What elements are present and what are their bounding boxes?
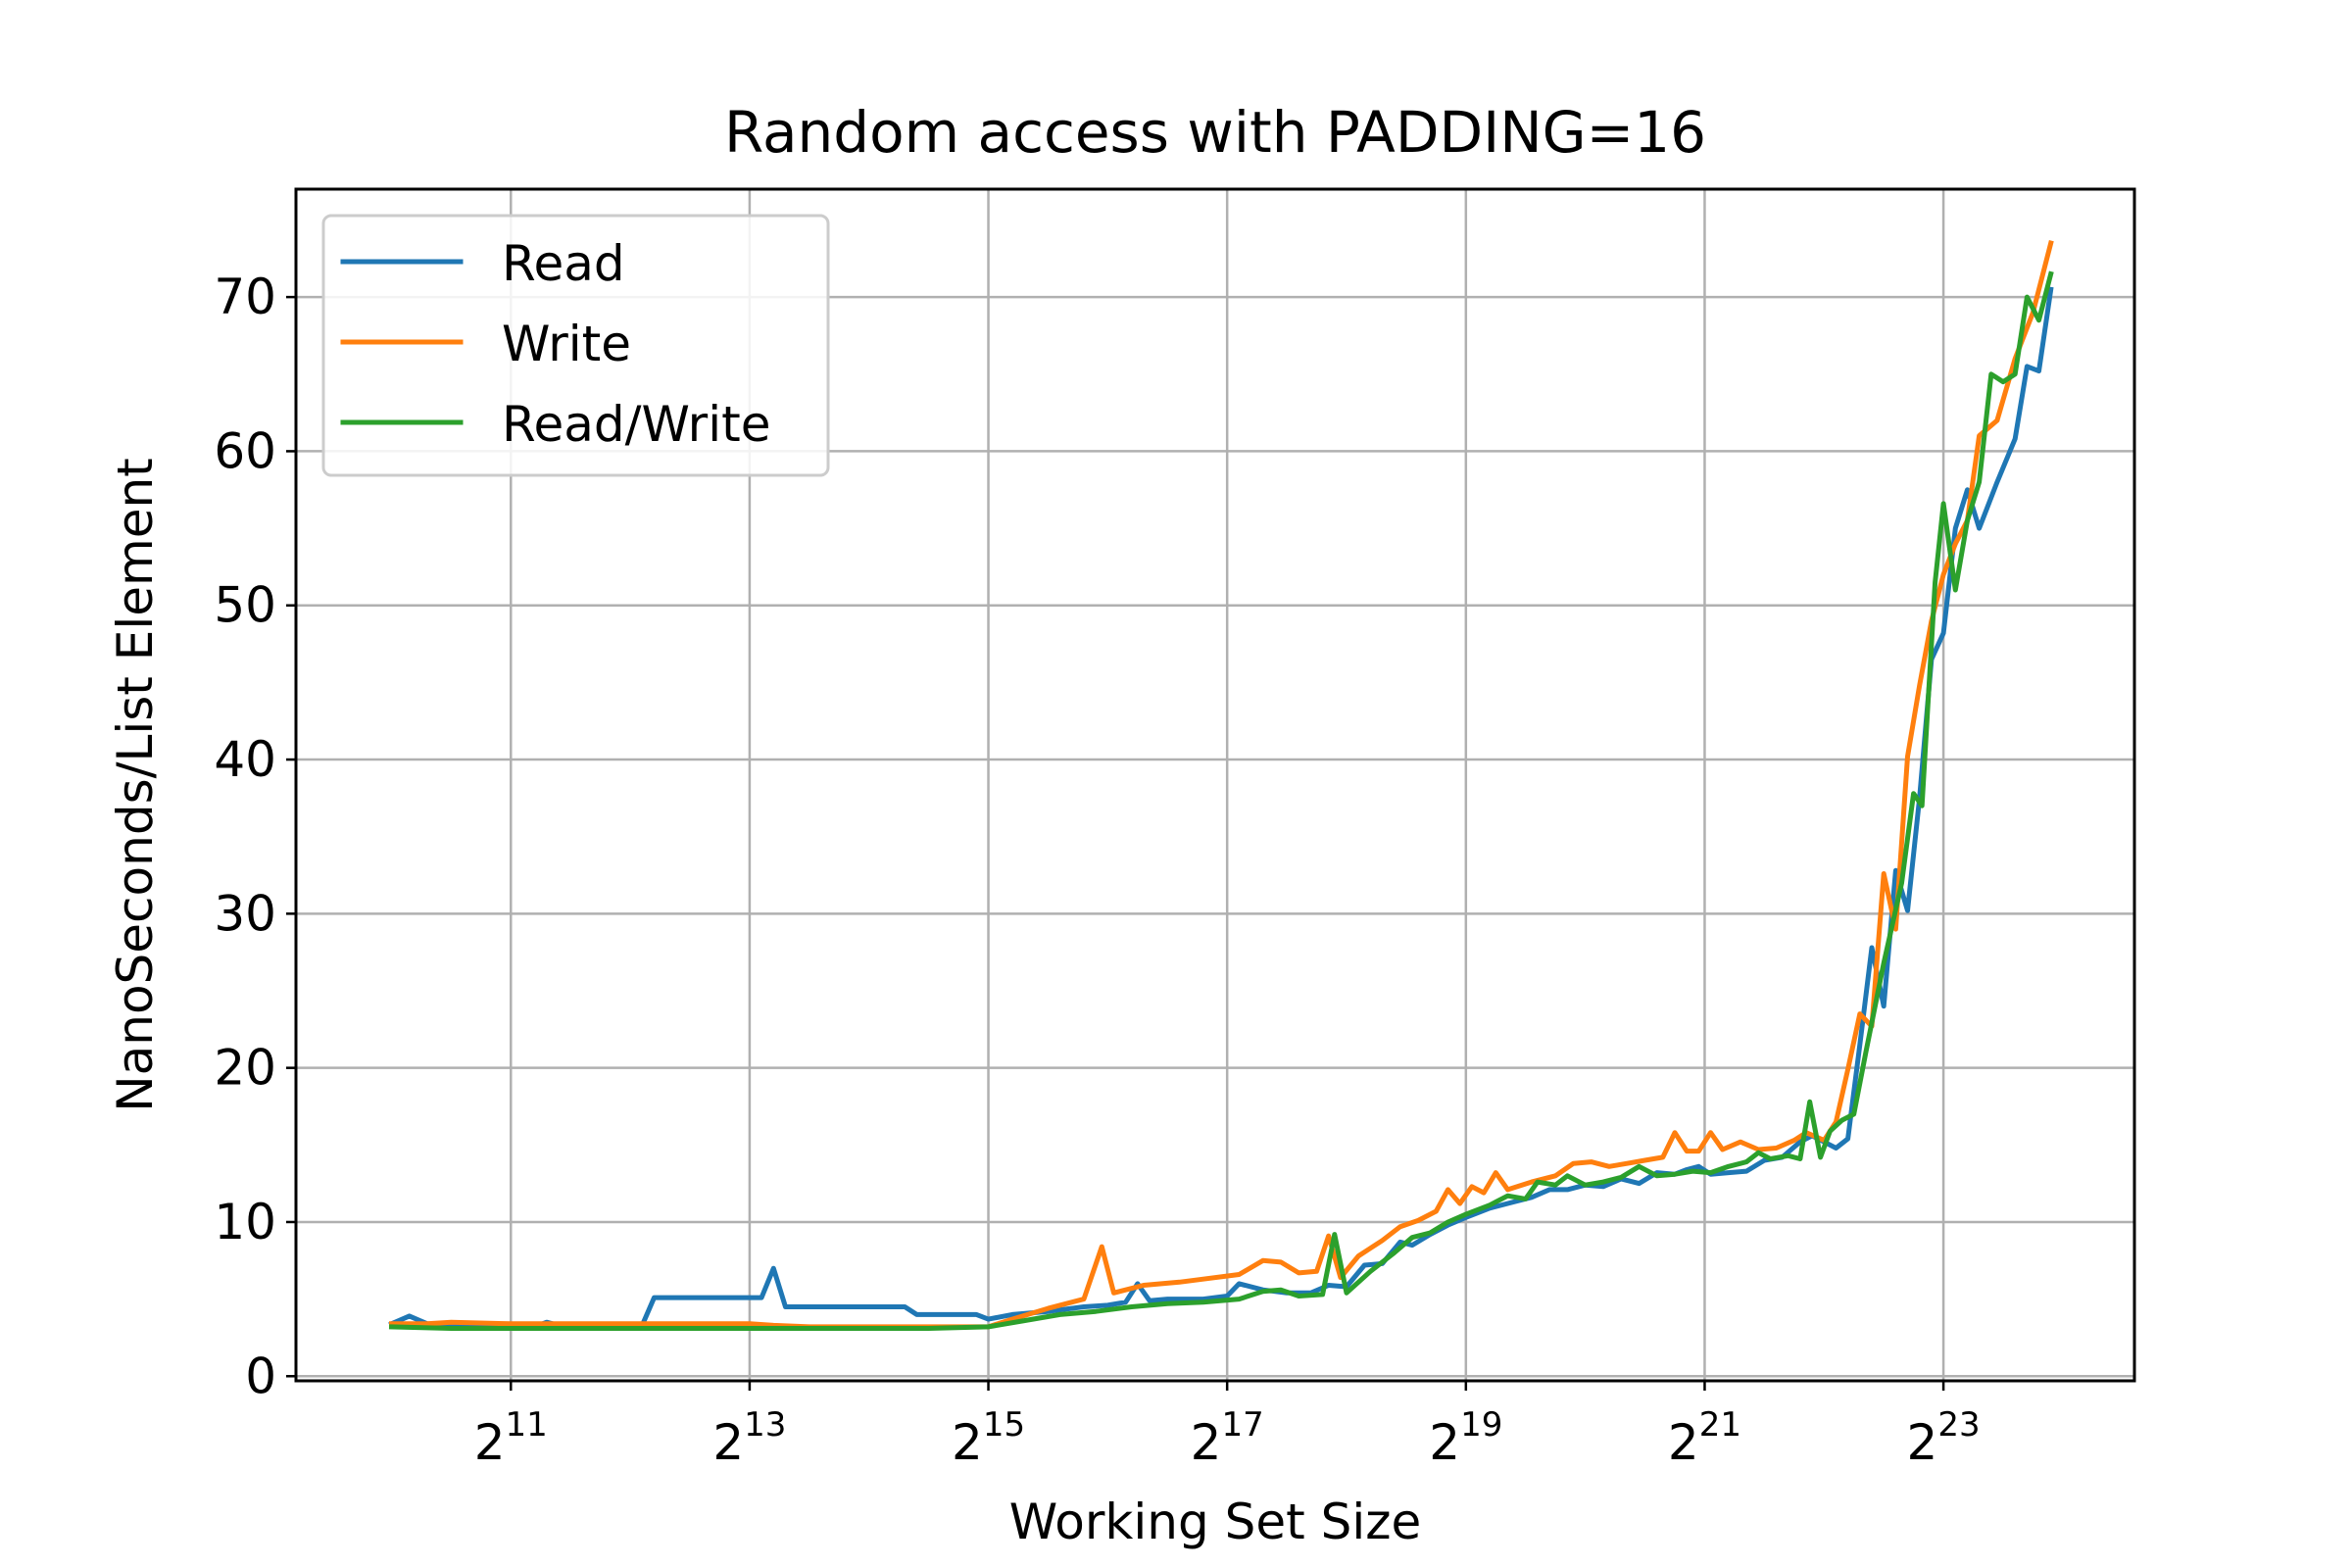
legend-label-read-write: Read/Write — [502, 396, 771, 453]
y-tick-label: 30 — [214, 885, 276, 942]
x-tick-label: 215 — [952, 1405, 1025, 1471]
y-tick-label: 20 — [214, 1040, 276, 1097]
y-tick-label: 50 — [214, 577, 276, 634]
y-tick-label: 60 — [214, 422, 276, 479]
y-axis-label: NanoSeconds/List Element — [107, 458, 164, 1112]
x-tick-label: 223 — [1907, 1405, 1981, 1471]
x-tick-label: 213 — [712, 1405, 786, 1471]
y-tick-label: 40 — [214, 731, 276, 788]
y-tick-label: 10 — [214, 1194, 276, 1250]
grid — [296, 189, 2134, 1381]
legend-box — [321, 214, 830, 477]
series-line-read-write — [388, 270, 2054, 1331]
legend-label-read: Read — [502, 235, 625, 292]
x-tick-label: 211 — [474, 1405, 548, 1471]
x-axis-label: Working Set Size — [1009, 1494, 1421, 1550]
x-tick-label: 221 — [1668, 1405, 1741, 1471]
chart-title: Random access with PADDING=16 — [724, 99, 1706, 166]
x-tick-label: 219 — [1429, 1405, 1502, 1471]
y-tick-label: 70 — [214, 269, 276, 325]
series-layer — [388, 240, 2054, 1331]
legend: Read Write Read/Write — [321, 214, 830, 477]
x-tick-label: 217 — [1191, 1405, 1264, 1471]
y-tick-label: 0 — [245, 1348, 276, 1404]
plot-frame — [294, 187, 2136, 1383]
ticks: 211 213 215 217 219 221 223 0 10 20 30 40 50 60 70 — [214, 269, 1980, 1471]
legend-label-write: Write — [502, 316, 631, 372]
